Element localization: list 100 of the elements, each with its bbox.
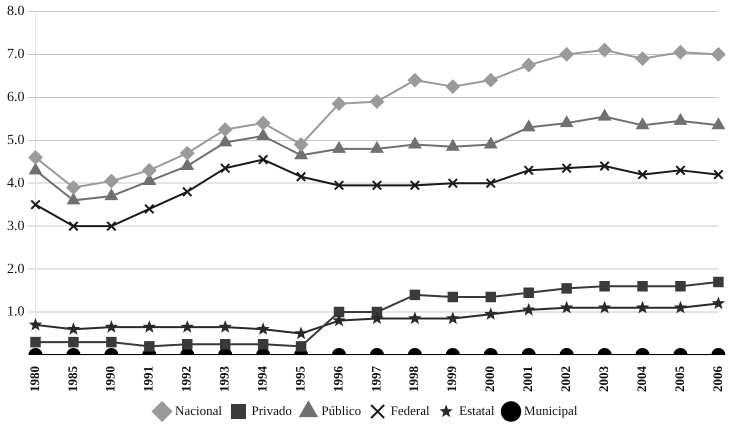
y-tick-label: 2.0 [7, 262, 24, 277]
point [637, 281, 648, 292]
point [713, 169, 724, 180]
point [142, 320, 156, 333]
point [220, 339, 230, 350]
point [636, 52, 650, 66]
point [332, 314, 346, 326]
x-tick-label: 2002 [558, 366, 574, 392]
y-tick-label: 4.0 [7, 176, 24, 191]
point [410, 180, 420, 191]
y-tick-label: 8.0 [7, 4, 24, 20]
x-tick-label: 2005 [672, 366, 687, 392]
point [408, 311, 422, 324]
point [332, 142, 346, 153]
point [68, 336, 79, 348]
point [370, 142, 384, 153]
y-tick-label: 5.0 [7, 132, 24, 148]
x-tick-label: 1993 [216, 366, 232, 392]
point [68, 220, 79, 232]
point [561, 162, 572, 174]
legend-label: Nacional [175, 402, 222, 418]
point [66, 180, 80, 194]
x-tick-label: 2003 [596, 366, 611, 392]
point [598, 43, 612, 58]
y-tick-label: 3.0 [7, 218, 24, 234]
point [636, 300, 650, 314]
point [561, 283, 572, 294]
point [675, 281, 686, 292]
point [296, 172, 306, 182]
x-tick-label: 1980 [26, 366, 42, 392]
point [560, 300, 574, 314]
point [370, 94, 384, 109]
point [104, 320, 118, 333]
y-tick-label: 1.0 [7, 304, 24, 320]
point [144, 204, 155, 214]
point [256, 322, 270, 335]
x-tick-label: 2001 [520, 366, 536, 392]
point [523, 165, 534, 176]
point [408, 138, 422, 149]
point [29, 163, 42, 174]
point [675, 165, 686, 176]
point [106, 220, 117, 232]
point [180, 146, 194, 160]
point [256, 128, 270, 140]
legend-label: Público [321, 402, 362, 418]
point [712, 118, 725, 130]
point [220, 162, 230, 174]
x-tick-label: 1990 [102, 366, 118, 392]
point [712, 296, 726, 310]
point [144, 341, 155, 352]
x-tick-label: 1998 [406, 366, 422, 392]
point [219, 135, 232, 146]
point [560, 47, 574, 62]
legend-label: Estatal [459, 402, 495, 418]
point [448, 178, 458, 188]
point [30, 336, 41, 348]
point [599, 160, 610, 172]
point [258, 154, 268, 165]
x-tick-label: 2006 [710, 366, 725, 392]
point [410, 290, 420, 300]
point [599, 281, 610, 292]
legend-label: Privado [251, 402, 292, 418]
point [446, 140, 460, 151]
point [598, 110, 611, 121]
point [142, 163, 156, 178]
point [522, 302, 536, 316]
point [711, 47, 726, 62]
point [106, 336, 117, 348]
y-tick-label: 7.0 [7, 47, 24, 62]
point [484, 138, 497, 149]
x-tick-label: 1991 [140, 366, 156, 392]
point [372, 180, 382, 191]
point [446, 311, 460, 324]
point [334, 180, 344, 191]
x-tick-label: 2004 [634, 366, 649, 392]
point [598, 300, 612, 314]
x-tick-label: 1992 [178, 366, 194, 392]
point [332, 96, 346, 111]
point [66, 322, 80, 335]
point [296, 341, 306, 352]
point [180, 320, 194, 333]
legend-label: Federal [390, 402, 430, 418]
point [218, 320, 232, 333]
point [294, 138, 308, 152]
point [105, 189, 118, 200]
point [104, 174, 118, 188]
point [294, 326, 308, 340]
point [28, 150, 42, 164]
point [637, 169, 648, 180]
point [218, 122, 232, 137]
point [484, 307, 498, 320]
point [522, 58, 536, 72]
point [523, 287, 534, 298]
point [484, 73, 498, 88]
point [486, 178, 496, 188]
point [713, 276, 724, 288]
point [182, 339, 192, 350]
y-tick-label: 6.0 [7, 90, 24, 105]
point [636, 118, 649, 130]
point [30, 199, 41, 210]
